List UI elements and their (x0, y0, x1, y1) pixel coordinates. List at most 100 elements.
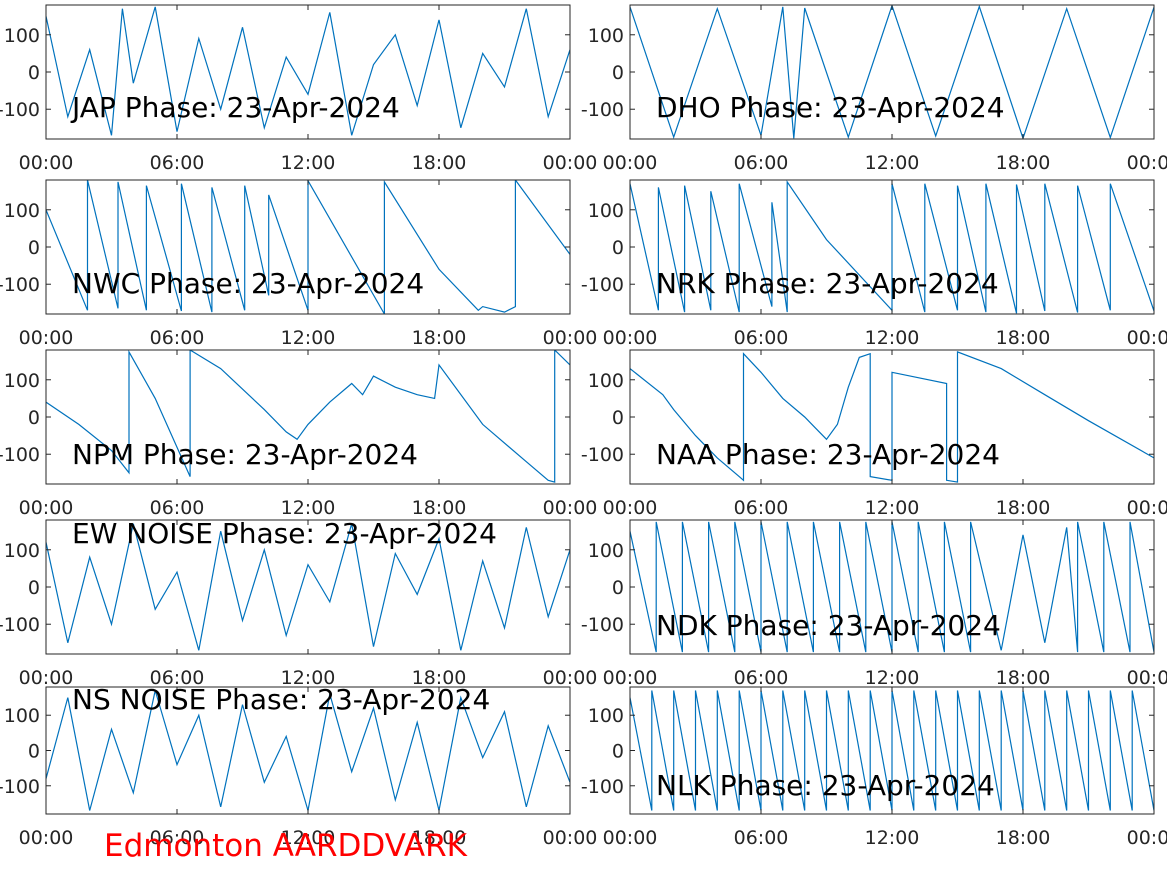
panel-title: NWC Phase: 23-Apr-2024 (72, 267, 424, 300)
x-tick-label: 00:00 (1127, 327, 1167, 349)
y-tick-label: -100 (0, 274, 40, 296)
x-tick-label: 00:00 (603, 327, 658, 349)
y-tick-label: 0 (28, 741, 40, 763)
panel-title: NS NOISE Phase: 23-Apr-2024 (72, 683, 490, 716)
panel-title: NDK Phase: 23-Apr-2024 (656, 609, 1001, 642)
x-tick-label: 06:00 (150, 667, 205, 689)
y-tick-label: -100 (0, 776, 40, 798)
phase-series-line (630, 521, 1154, 653)
x-tick-label: 12:00 (865, 327, 920, 349)
x-tick-label: 00:00 (603, 827, 658, 849)
phase-series-line (46, 523, 570, 651)
panel-title: JAP Phase: 23-Apr-2024 (70, 91, 400, 124)
phase-panel-3: -100 0 100 00:00 06:00 12:00 18:00 00:00 NWC Pha… (0, 179, 598, 349)
x-tick-label: 00:00 (543, 327, 598, 349)
x-tick-label: 06:00 (734, 827, 789, 849)
y-tick-label: -100 (0, 444, 40, 466)
x-tick-label: 12:00 (281, 152, 336, 174)
y-tick-label: 100 (4, 540, 40, 562)
y-tick-label: 100 (588, 25, 624, 47)
panel-title: NPM Phase: 23-Apr-2024 (72, 438, 418, 471)
y-tick-label: 100 (588, 200, 624, 222)
y-tick-label: 0 (28, 577, 40, 599)
x-tick-label: 00:00 (19, 497, 74, 519)
y-tick-label: 0 (28, 407, 40, 429)
x-tick-label: 18:00 (412, 497, 467, 519)
x-tick-label: 06:00 (734, 497, 789, 519)
x-tick-label: 06:00 (150, 152, 205, 174)
phase-series-line (630, 5, 1154, 139)
phase-panel-10: -100 0 100 00:00 06:00 12:00 18:00 00:00 NLK Pha… (581, 686, 1167, 849)
x-tick-label: 12:00 (281, 497, 336, 519)
x-tick-label: 00:00 (19, 667, 74, 689)
x-tick-label: 18:00 (412, 667, 467, 689)
x-tick-label: 00:00 (1127, 667, 1167, 689)
y-tick-label: -100 (0, 99, 40, 121)
x-tick-label: 18:00 (412, 827, 467, 849)
y-tick-label: 100 (4, 705, 40, 727)
x-tick-label: 00:00 (19, 152, 74, 174)
x-tick-label: 00:00 (543, 152, 598, 174)
phase-panel-7: -100 0 100 00:00 06:00 12:00 18:00 00:00 EW NOIS… (0, 517, 597, 689)
figure-title: Edmonton AARDDVARK (104, 828, 468, 864)
phase-series-line (46, 6, 570, 136)
x-tick-label: 12:00 (865, 667, 920, 689)
x-tick-label: 00:00 (543, 497, 598, 519)
phase-series-line (630, 351, 1154, 483)
x-tick-label: 00:00 (1127, 152, 1167, 174)
y-tick-label: 100 (4, 25, 40, 47)
x-tick-label: 00:00 (19, 327, 74, 349)
phase-panel-5: -100 0 100 00:00 06:00 12:00 18:00 00:00 NPM Pha… (0, 349, 598, 519)
x-tick-label: 00:00 (1127, 827, 1167, 849)
panel-title: NRK Phase: 23-Apr-2024 (656, 267, 999, 300)
y-tick-label: -100 (581, 274, 624, 296)
x-tick-label: 12:00 (865, 152, 920, 174)
x-tick-label: 00:00 (543, 667, 598, 689)
x-tick-label: 18:00 (996, 827, 1051, 849)
x-tick-label: 06:00 (150, 327, 205, 349)
phase-series-line (630, 690, 1154, 811)
y-tick-label: -100 (581, 776, 624, 798)
y-tick-label: 0 (612, 741, 624, 763)
x-tick-label: 12:00 (865, 497, 920, 519)
x-tick-label: 06:00 (734, 152, 789, 174)
x-tick-label: 18:00 (412, 152, 467, 174)
phase-series-line (46, 180, 570, 314)
y-tick-label: 0 (28, 237, 40, 259)
phase-panel-1: -100 0 100 00:00 06:00 12:00 18:00 00:00 JAP Pha… (0, 4, 598, 174)
x-tick-label: 18:00 (996, 497, 1051, 519)
x-tick-label: 12:00 (865, 827, 920, 849)
x-tick-label: 18:00 (996, 152, 1051, 174)
x-tick-label: 06:00 (734, 327, 789, 349)
phase-panel-2: -100 0 100 00:00 06:00 12:00 18:00 00:00 DHO Pha… (581, 4, 1167, 174)
x-tick-label: 12:00 (281, 827, 336, 849)
y-tick-label: -100 (0, 614, 40, 636)
y-tick-label: -100 (581, 99, 624, 121)
y-tick-label: 0 (612, 62, 624, 84)
phase-panel-4: -100 0 100 00:00 06:00 12:00 18:00 00:00 NRK Pha… (581, 179, 1167, 349)
panel-title: NAA Phase: 23-Apr-2024 (656, 438, 1000, 471)
y-tick-label: -100 (581, 444, 624, 466)
x-tick-label: 00:00 (19, 827, 74, 849)
x-tick-label: 00:00 (603, 497, 658, 519)
panel-title: DHO Phase: 23-Apr-2024 (656, 91, 1005, 124)
x-tick-label: 18:00 (412, 327, 467, 349)
y-tick-label: 100 (4, 370, 40, 392)
y-tick-label: 0 (28, 62, 40, 84)
y-tick-label: 0 (612, 577, 624, 599)
panel-title: NLK Phase: 23-Apr-2024 (656, 769, 995, 802)
x-tick-label: 12:00 (281, 667, 336, 689)
phase-series-line (46, 350, 570, 483)
x-tick-label: 18:00 (996, 667, 1051, 689)
x-tick-label: 06:00 (734, 667, 789, 689)
x-tick-label: 00:00 (543, 827, 598, 849)
y-tick-label: 100 (4, 200, 40, 222)
y-tick-label: 0 (612, 407, 624, 429)
y-tick-label: 100 (588, 370, 624, 392)
x-tick-label: 06:00 (150, 827, 205, 849)
y-tick-label: 100 (588, 705, 624, 727)
x-tick-label: 00:00 (603, 152, 658, 174)
x-tick-label: 06:00 (150, 497, 205, 519)
x-tick-label: 00:00 (603, 667, 658, 689)
